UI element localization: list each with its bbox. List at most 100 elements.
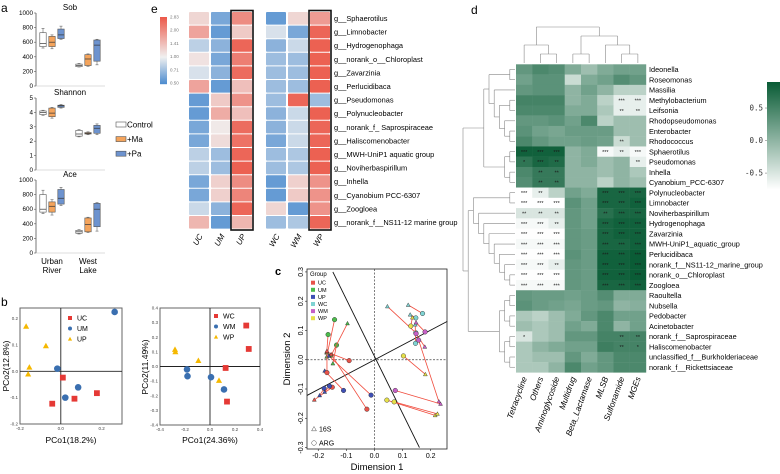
heatmap-cell bbox=[516, 74, 533, 86]
colorbar-segment bbox=[160, 52, 167, 54]
point-um bbox=[61, 394, 69, 401]
heatmap-cell bbox=[532, 125, 549, 137]
significance-stars: *** bbox=[537, 160, 544, 166]
y-tick-label: 0.2 bbox=[298, 296, 305, 306]
box-iqr bbox=[39, 194, 47, 213]
colorbar-segment bbox=[767, 127, 780, 129]
colorbar-segment bbox=[160, 59, 167, 61]
boxplot-ace: Ace 0 200 400 600 800 1000 bbox=[19, 170, 105, 257]
y-tick-label: 2 bbox=[29, 138, 33, 145]
significance-stars: * bbox=[523, 160, 526, 166]
colorbar-segment bbox=[160, 35, 167, 37]
colorbar-segment bbox=[767, 114, 780, 116]
heatmap-cell bbox=[532, 64, 549, 75]
y-tick-label: -0.4 bbox=[150, 423, 158, 428]
point-um bbox=[74, 384, 82, 391]
heatmap-cell bbox=[266, 39, 286, 52]
heatmap-cell bbox=[516, 300, 533, 311]
colorbar-segment bbox=[767, 136, 780, 138]
box bbox=[75, 129, 83, 138]
heatmap-cell bbox=[532, 218, 549, 229]
heatmap-cell bbox=[629, 290, 647, 301]
colorbar-segment bbox=[160, 33, 167, 35]
heatmap-cell bbox=[564, 136, 582, 147]
heatmap-cell bbox=[211, 52, 231, 66]
heatmap-cell bbox=[532, 249, 549, 260]
heatmap-cell bbox=[613, 218, 630, 229]
heatmap-cell bbox=[548, 208, 565, 219]
heatmap-cell bbox=[266, 12, 286, 25]
heatmap-cell bbox=[613, 74, 630, 86]
heatmap-cell bbox=[266, 175, 286, 188]
x-category-label: West bbox=[79, 257, 98, 266]
row-label: g__Pseudomonas bbox=[334, 96, 394, 105]
colorbar-segment bbox=[767, 155, 780, 157]
heatmap-cell bbox=[597, 249, 614, 260]
heatmap-cell bbox=[548, 279, 565, 291]
colorbar-segment bbox=[767, 123, 780, 125]
heatmap-cell bbox=[564, 177, 582, 188]
colorbar-segment bbox=[160, 20, 167, 22]
row-label: g__Zoogloea bbox=[334, 204, 378, 213]
colorbar-segment bbox=[160, 27, 167, 29]
x-tick-label: -0.4 bbox=[156, 427, 164, 432]
heatmap-cell bbox=[548, 167, 565, 178]
heatmap-cell bbox=[581, 95, 598, 106]
significance-stars: *** bbox=[537, 222, 544, 228]
heatmap-cell bbox=[211, 107, 231, 120]
colorbar: 2.83 2.00 1.41 1.00 0.71 0.50 bbox=[160, 15, 179, 86]
box bbox=[84, 216, 92, 233]
row-label: g__norank_o__Chloroplast bbox=[334, 55, 423, 64]
significance-stars: *** bbox=[618, 222, 625, 228]
significance-stars: *** bbox=[553, 283, 560, 289]
colorbar-segment bbox=[160, 34, 167, 36]
heatmap-cell bbox=[288, 25, 308, 39]
procrustes-pair bbox=[324, 348, 330, 376]
pcoa-plot-2: -0.4 -0.2 0.0 0.2 0.4 -0.4 -0.3 -0.2 -0.1 0.0 0.1 0… bbox=[140, 306, 264, 446]
row-label: Nubsella bbox=[649, 301, 678, 310]
colorbar-tick-label: -0.5 bbox=[745, 169, 763, 178]
plot-frame bbox=[306, 268, 448, 450]
y-tick-label: 0.0 bbox=[152, 364, 159, 369]
heatmap-cell bbox=[564, 218, 582, 229]
heatmap-cell bbox=[597, 74, 614, 86]
row-label: g__MWH-UniP1 aquatic group bbox=[334, 150, 434, 159]
heatmap-cell bbox=[516, 362, 533, 373]
significance-stars: *** bbox=[537, 201, 544, 207]
heatmap-cell bbox=[548, 331, 565, 342]
colorbar-segment bbox=[767, 135, 780, 137]
point-wc bbox=[224, 398, 230, 405]
point-16s bbox=[324, 348, 330, 353]
heatmap-cell bbox=[613, 156, 630, 168]
point-arg bbox=[324, 370, 330, 376]
colorbar-segment bbox=[160, 79, 167, 81]
heatmap-cell bbox=[597, 290, 614, 301]
colorbar-segment bbox=[767, 189, 780, 191]
colorbar-segment bbox=[160, 32, 167, 34]
heatmap-cell bbox=[211, 134, 231, 147]
heatmap-cell bbox=[581, 167, 598, 178]
x-tick-label: -0.2 bbox=[312, 453, 324, 460]
heatmap-cell bbox=[516, 290, 533, 301]
x-axis-label: PCo1(18.2%) bbox=[45, 435, 96, 445]
heatmap-cell bbox=[211, 216, 231, 229]
point-arg bbox=[413, 340, 419, 346]
point-16s bbox=[311, 397, 317, 402]
heatmap-cell bbox=[613, 351, 630, 363]
colorbar-segment bbox=[767, 126, 780, 128]
heatmap-cell bbox=[189, 188, 209, 202]
heatmap-cell bbox=[564, 290, 582, 301]
heatmap-cell bbox=[516, 238, 533, 250]
box bbox=[84, 53, 92, 67]
heatmap-cell bbox=[613, 362, 630, 373]
point-wm bbox=[220, 386, 228, 393]
heatmap-cell bbox=[266, 107, 286, 120]
colorbar-segment bbox=[767, 163, 780, 165]
colorbar-segment bbox=[767, 82, 780, 84]
box-iqr bbox=[93, 39, 101, 62]
colorbar-segment bbox=[160, 21, 167, 23]
heatmap-cell bbox=[597, 321, 614, 332]
colorbar-segment bbox=[160, 58, 167, 60]
heatmap-cell bbox=[629, 197, 647, 209]
heatmap-cell bbox=[532, 167, 549, 178]
